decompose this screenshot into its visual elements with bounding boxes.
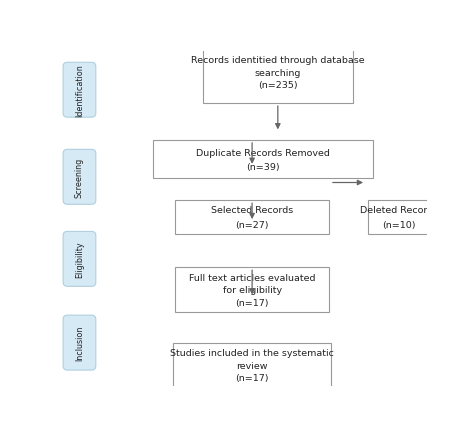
FancyBboxPatch shape <box>63 232 96 287</box>
Text: for eligibility: for eligibility <box>223 286 282 295</box>
Text: (n=27): (n=27) <box>236 220 269 229</box>
Text: searching: searching <box>255 69 301 77</box>
FancyBboxPatch shape <box>63 316 96 370</box>
Text: Screening: Screening <box>75 157 84 197</box>
Text: (n=17): (n=17) <box>236 374 269 382</box>
Text: Inclusion: Inclusion <box>75 325 84 361</box>
FancyBboxPatch shape <box>63 63 96 118</box>
FancyBboxPatch shape <box>202 42 353 104</box>
Text: Identification: Identification <box>75 64 84 117</box>
Text: Studies included in the systematic: Studies included in the systematic <box>170 348 334 357</box>
Text: (n=235): (n=235) <box>258 81 298 90</box>
Text: Eligibility: Eligibility <box>75 241 84 277</box>
FancyBboxPatch shape <box>175 268 329 313</box>
FancyBboxPatch shape <box>63 150 96 205</box>
Text: Duplicate Records Removed: Duplicate Records Removed <box>196 148 330 157</box>
FancyBboxPatch shape <box>175 201 329 234</box>
Text: Selected Records: Selected Records <box>211 206 293 215</box>
FancyBboxPatch shape <box>173 343 331 388</box>
Text: Deleted Records: Deleted Records <box>360 206 438 215</box>
FancyBboxPatch shape <box>368 201 430 234</box>
Text: (n=10): (n=10) <box>383 220 416 229</box>
FancyBboxPatch shape <box>153 141 374 179</box>
Text: (n=39): (n=39) <box>246 162 280 171</box>
Text: Full text articles evaluated: Full text articles evaluated <box>189 273 315 282</box>
Text: (n=17): (n=17) <box>236 299 269 307</box>
Text: Records identitied through database: Records identitied through database <box>191 56 365 65</box>
Text: review: review <box>237 361 268 370</box>
